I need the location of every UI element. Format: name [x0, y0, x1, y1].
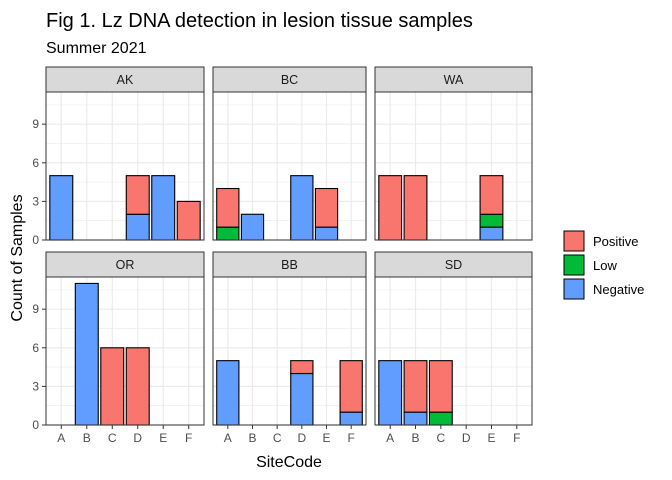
bar-segment-positive — [403, 360, 428, 413]
panel-bc: BC — [212, 66, 367, 241]
bar-segment-negative — [378, 360, 403, 426]
y-tick-label: 9 — [32, 117, 39, 131]
facet-label: SD — [445, 258, 462, 272]
x-tick-label: D — [133, 431, 142, 445]
x-tick-label: A — [386, 431, 394, 445]
x-tick-label: F — [185, 431, 192, 445]
bar-segment-negative — [74, 282, 99, 426]
panel-background — [46, 277, 204, 425]
bar-segment-negative — [339, 411, 363, 426]
bar-segment-positive — [176, 200, 201, 241]
facet-strip — [45, 66, 205, 93]
x-tick-label: E — [487, 431, 495, 445]
bar-segment-positive — [216, 187, 240, 228]
bar-segment-positive — [378, 175, 403, 241]
bar-segment-positive — [403, 175, 428, 241]
x-tick-label: D — [462, 431, 471, 445]
bar-segment-negative — [151, 175, 176, 241]
x-tick-label: B — [248, 431, 256, 445]
panel-bb: BB A B C D E F — [212, 251, 367, 445]
bar-segment-positive — [428, 360, 453, 413]
panel-ak: AK 0 3 6 9 — [32, 66, 205, 247]
panel-border — [45, 276, 205, 426]
panel-or: OR 0 3 6 9 A B C D E F — [32, 251, 205, 445]
legend-key-negative — [563, 278, 585, 300]
panel-border — [374, 276, 533, 426]
x-tick-label: C — [437, 431, 446, 445]
bar-segment-negative — [479, 226, 504, 241]
facet-label: OR — [116, 258, 135, 272]
bar-segment-positive — [125, 175, 150, 215]
x-tick-label: F — [513, 431, 520, 445]
facet-label: AK — [117, 73, 134, 87]
y-tick-label: 6 — [32, 156, 39, 170]
x-tick-label: B — [412, 431, 420, 445]
facet-strip — [45, 251, 205, 278]
facet-strip — [212, 66, 367, 93]
x-tick-label: F — [348, 431, 355, 445]
x-tick-label: E — [323, 431, 331, 445]
legend-label-low: Low — [593, 258, 617, 273]
bar-segment-low — [216, 226, 240, 241]
bar-segment-positive — [100, 347, 125, 426]
x-axis-title: SiteCode — [256, 454, 322, 471]
panel-wa: WA — [374, 66, 533, 241]
chart-subtitle: Summer 2021 — [46, 40, 147, 57]
panel-border — [374, 91, 533, 241]
x-tick-label: D — [298, 431, 307, 445]
bar-segment-negative — [314, 226, 339, 241]
y-tick-label: 3 — [32, 194, 39, 208]
x-tick-label: B — [83, 431, 91, 445]
x-tick-label: A — [57, 431, 65, 445]
bar-segment-negative — [290, 175, 314, 241]
bar-segment-negative — [216, 360, 240, 426]
bar-segment-negative — [125, 213, 150, 241]
legend-key-positive — [563, 230, 585, 252]
bar-segment-negative — [240, 213, 265, 241]
x-tick-label: A — [224, 431, 232, 445]
legend-key-low — [563, 254, 585, 276]
y-tick-label: 0 — [32, 418, 39, 432]
x-tick-label: E — [159, 431, 167, 445]
bar-segment-negative — [290, 372, 314, 426]
bar-segment-negative — [403, 411, 428, 426]
chart-title: Fig 1. Lz DNA detection in lesion tissue… — [46, 10, 473, 32]
facet-strip — [374, 251, 533, 278]
facet-label: BC — [281, 73, 298, 87]
bar-segment-positive — [314, 187, 339, 228]
y-tick-label: 0 — [32, 233, 39, 247]
x-tick-label: C — [108, 431, 117, 445]
bar-segment-low — [428, 411, 453, 426]
legend-label-positive: Positive — [593, 234, 639, 249]
bar-segment-positive — [125, 347, 150, 426]
y-tick-label: 6 — [32, 341, 39, 355]
facet-label: BB — [281, 258, 298, 272]
facet-label: WA — [444, 73, 464, 87]
x-tick-label: C — [273, 431, 282, 445]
y-axis-title: Count of Samples — [9, 194, 26, 321]
bar-segment-positive — [339, 360, 363, 413]
y-tick-label: 9 — [32, 302, 39, 316]
legend: Positive Low Negative — [563, 230, 644, 300]
bar-segment-positive — [479, 175, 504, 215]
facet-strip — [374, 66, 533, 93]
bar-segment-negative — [49, 175, 74, 241]
bar-segment-low — [479, 213, 504, 228]
y-tick-label: 3 — [32, 379, 39, 393]
bar-segment-positive — [290, 360, 314, 375]
panel-border — [212, 276, 367, 426]
facet-strip — [212, 251, 367, 278]
legend-label-negative: Negative — [593, 282, 644, 297]
panel-sd: SD A B C D E F — [374, 251, 533, 445]
panel-border — [45, 91, 205, 241]
panel-border — [212, 91, 367, 241]
